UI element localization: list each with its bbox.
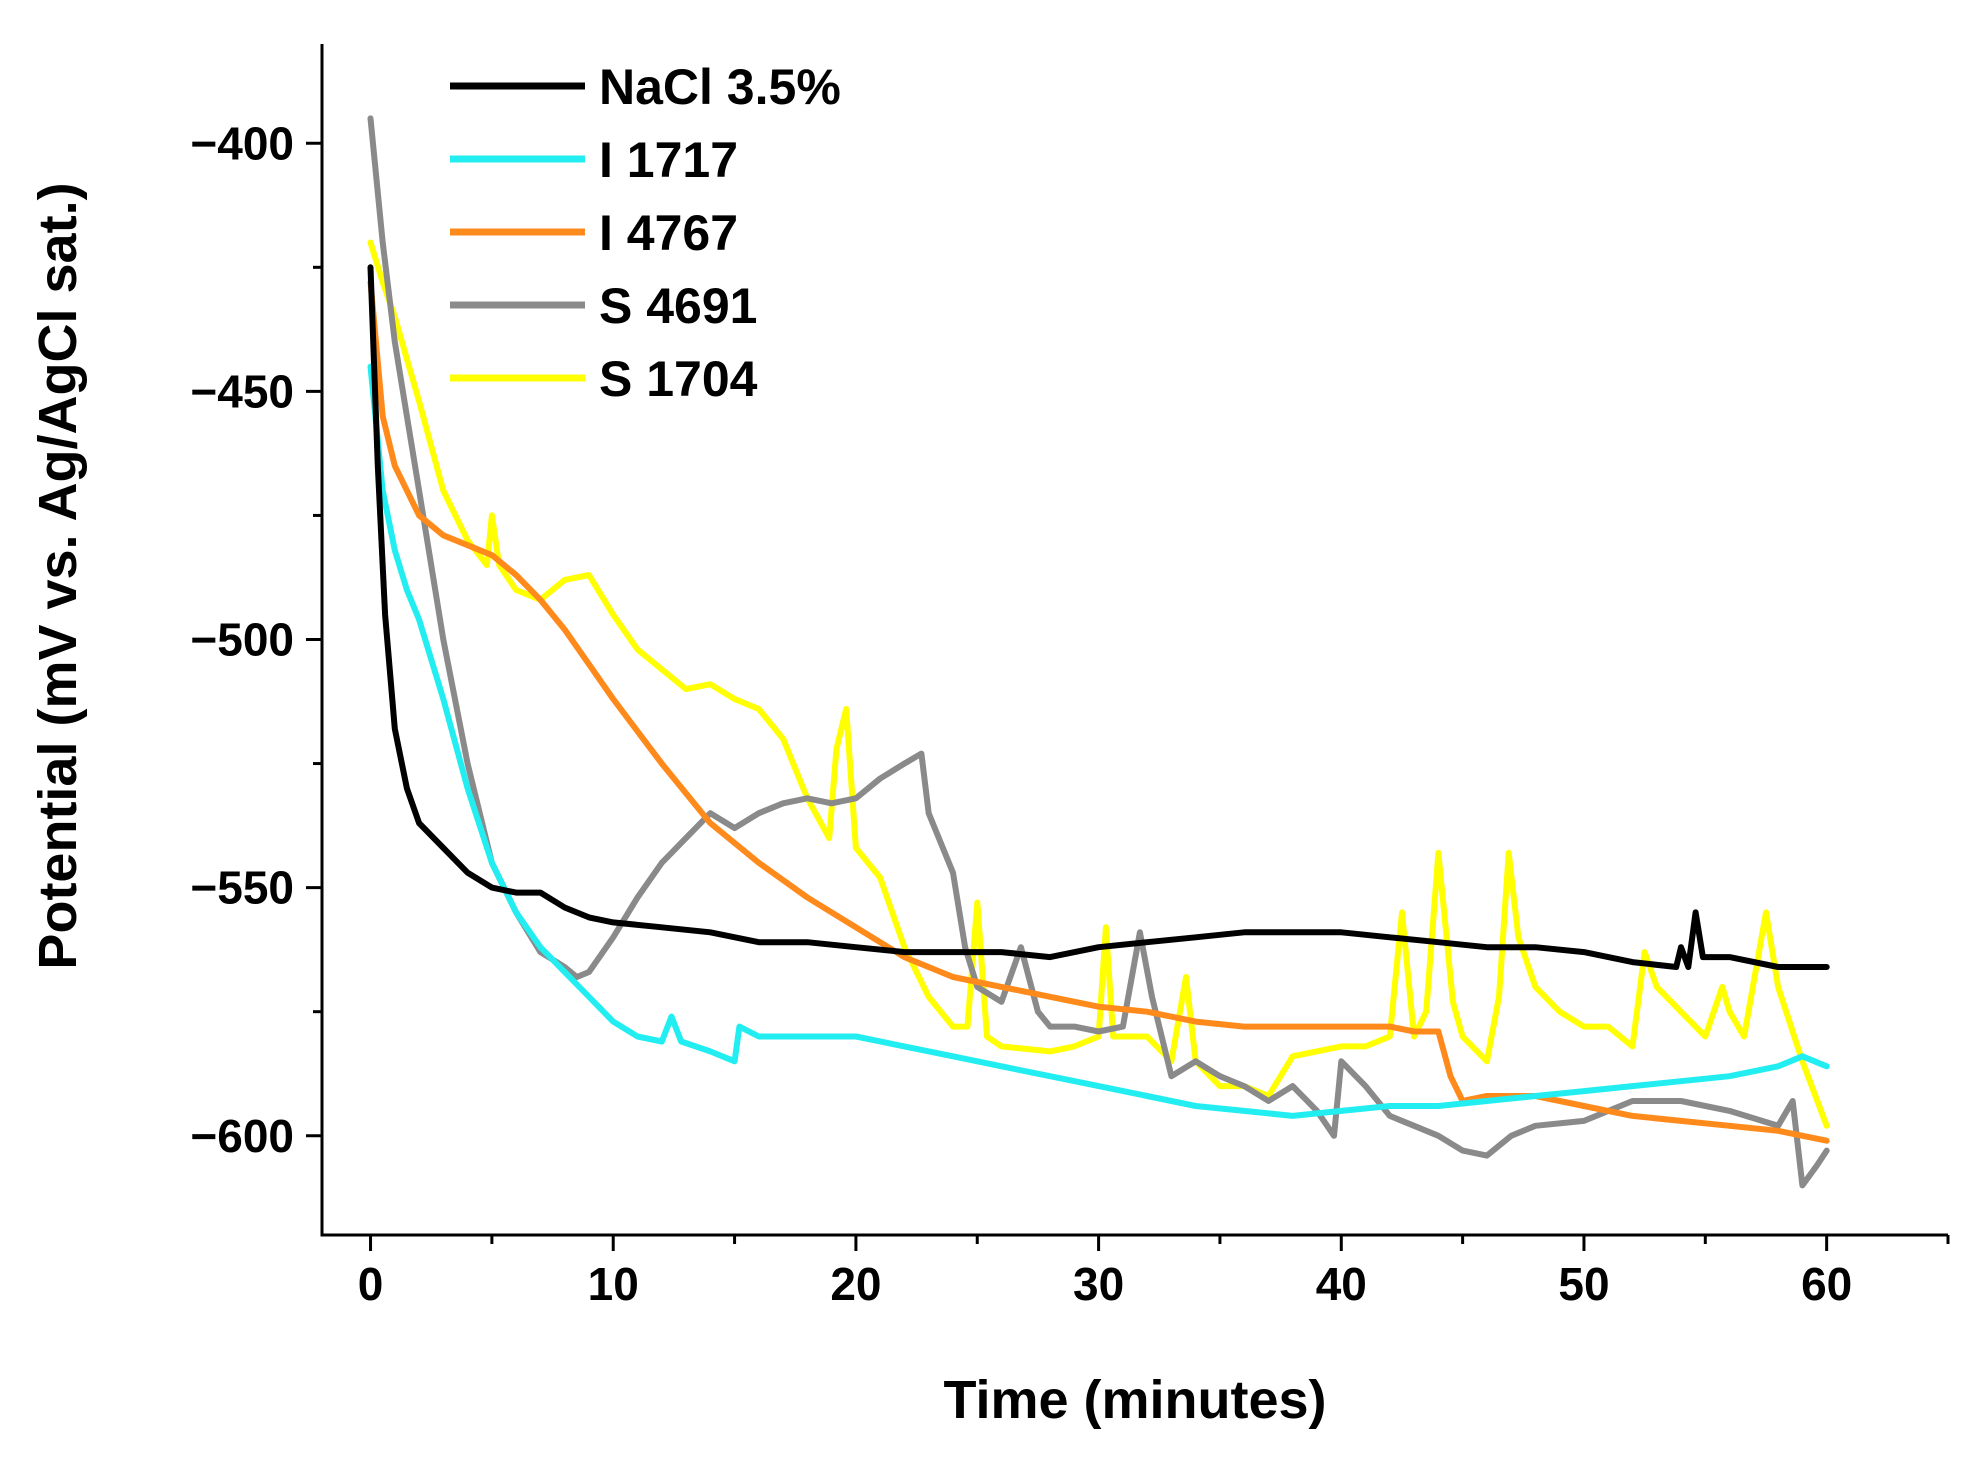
legend: NaCl 3.5% I 1717 I 4767 S 4691 S 1704	[450, 59, 841, 407]
x-tick-label: 0	[358, 1258, 384, 1310]
legend-label: NaCl 3.5%	[599, 59, 841, 115]
x-tick-label: 40	[1316, 1258, 1367, 1310]
series-line-nacl-3-5	[367, 264, 1830, 970]
plot-area: 0 10 20 30 40 50 60 −400 −450 −500 −550 −600	[190, 44, 1950, 1310]
series-line-s-1704	[367, 239, 1830, 1129]
x-tick-label: 30	[1073, 1258, 1124, 1310]
x-tick-label: 60	[1801, 1258, 1852, 1310]
y-tick-label: −550	[190, 862, 294, 914]
x-tick-label: 20	[830, 1258, 881, 1310]
y-tick-label: −600	[190, 1110, 294, 1162]
x-tick-label: 50	[1558, 1258, 1609, 1310]
y-axis-title: Potential (mV vs. Ag/AgCl sat.)	[28, 182, 88, 969]
y-axis-ticks: −400 −450 −500 −550 −600	[190, 117, 322, 1162]
series-line-i-1717	[367, 363, 1830, 1119]
x-tick-label: 10	[588, 1258, 639, 1310]
y-tick-label: −450	[190, 365, 294, 417]
x-axis-ticks: 0 10 20 30 40 50 60	[358, 1235, 1950, 1310]
legend-label: I 4767	[599, 205, 738, 261]
series-line-s-4691	[367, 115, 1830, 1189]
y-tick-label: −400	[190, 117, 294, 169]
y-tick-label: −500	[190, 614, 294, 666]
x-axis-title: Time (minutes)	[943, 1370, 1326, 1430]
legend-label: S 1704	[599, 351, 758, 407]
axes-frame	[320, 44, 1948, 1237]
series-layer	[367, 115, 1830, 1189]
legend-label: S 4691	[599, 278, 757, 334]
legend-label: I 1717	[599, 132, 738, 188]
